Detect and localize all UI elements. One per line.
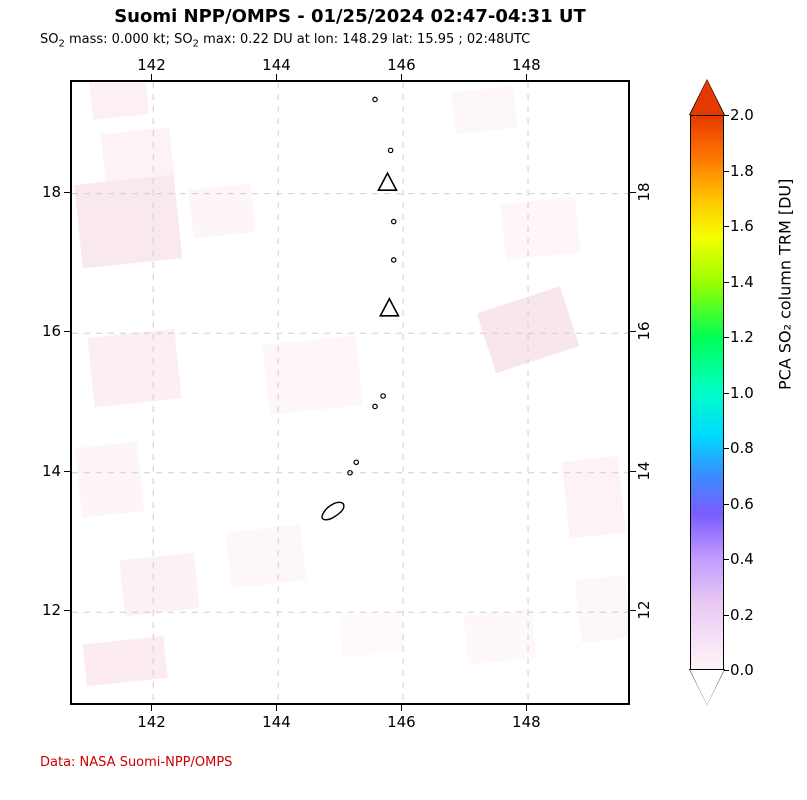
colorbar-tick	[724, 282, 729, 283]
colorbar-tick-label: 0.6	[730, 495, 754, 513]
sub-p1: SO	[40, 32, 58, 47]
data-credit: Data: NASA Suomi-NPP/OMPS	[40, 755, 232, 770]
map-plot-area	[70, 80, 630, 705]
colorbar-label: PCA SO₂ column TRM [DU]	[776, 179, 795, 390]
axis-tick-label: 144	[262, 56, 291, 74]
axis-tick	[401, 74, 402, 80]
axis-tick	[151, 705, 152, 711]
axis-tick	[630, 471, 636, 472]
colorbar-tick-label: 2.0	[730, 106, 754, 124]
colorbar-tick	[724, 448, 729, 449]
axis-tick	[64, 471, 70, 472]
axis-tick-label: 146	[387, 713, 416, 731]
axis-tick-label: 18	[635, 182, 653, 201]
axis-tick-label: 144	[262, 713, 291, 731]
axis-tick-label: 142	[137, 56, 166, 74]
axis-tick-label: 16	[42, 322, 61, 340]
colorbar-tick	[724, 615, 729, 616]
axis-tick-label: 16	[635, 322, 653, 341]
axis-tick	[526, 705, 527, 711]
axis-tick-label: 12	[42, 601, 61, 619]
colorbar-tick	[724, 393, 729, 394]
colorbar-tick-label: 1.2	[730, 328, 754, 346]
colorbar-tick-label: 0.2	[730, 606, 754, 624]
colorbar-tick	[724, 670, 729, 671]
axis-tick	[630, 610, 636, 611]
axis-tick-label: 14	[635, 461, 653, 480]
colorbar-tick-label: 1.4	[730, 273, 754, 291]
map-svg	[72, 82, 628, 703]
chart-subtitle: SO2 mass: 0.000 kt; SO2 max: 0.22 DU at …	[40, 32, 530, 50]
colorbar-tick-label: 0.8	[730, 439, 754, 457]
axis-tick-label: 146	[387, 56, 416, 74]
axis-tick	[276, 705, 277, 711]
colorbar-tick-label: 1.8	[730, 162, 754, 180]
colorbar-tick	[724, 171, 729, 172]
axis-tick	[276, 74, 277, 80]
sub-p2: mass: 0.000 kt; SO	[65, 32, 193, 47]
colorbar-tick-label: 0.0	[730, 661, 754, 679]
colorbar: 0.0 0.2 0.4 0.6 0.8 1.0 1.2 1.4 1.6 1.8 2.0 PCA SO…	[690, 80, 800, 720]
axis-tick-label: 18	[42, 183, 61, 201]
axis-tick	[64, 610, 70, 611]
colorbar-tick	[724, 559, 729, 560]
axis-tick	[151, 74, 152, 80]
axis-tick	[64, 192, 70, 193]
colorbar-over-arrow	[690, 80, 724, 115]
axis-tick	[630, 331, 636, 332]
colorbar-tick-label: 1.0	[730, 384, 754, 402]
colorbar-gradient	[690, 115, 724, 670]
axis-tick-label: 148	[512, 713, 541, 731]
colorbar-tick-label: 0.4	[730, 550, 754, 568]
axis-tick	[526, 74, 527, 80]
colorbar-tick	[724, 504, 729, 505]
axis-tick	[64, 331, 70, 332]
chart-title: Suomi NPP/OMPS - 01/25/2024 02:47-04:31 …	[0, 6, 700, 27]
colorbar-tick-label: 1.6	[730, 217, 754, 235]
colorbar-under-arrow	[690, 670, 724, 705]
axis-tick	[401, 705, 402, 711]
sub-p3: max: 0.22 DU at lon: 148.29 lat: 15.95 ;…	[199, 32, 530, 47]
colorbar-tick	[724, 337, 729, 338]
axis-tick-label: 148	[512, 56, 541, 74]
axis-tick	[630, 192, 636, 193]
axis-tick-label: 12	[635, 601, 653, 620]
colorbar-tick	[724, 226, 729, 227]
axis-tick-label: 142	[137, 713, 166, 731]
axis-tick-label: 14	[42, 462, 61, 480]
colorbar-tick	[724, 115, 729, 116]
